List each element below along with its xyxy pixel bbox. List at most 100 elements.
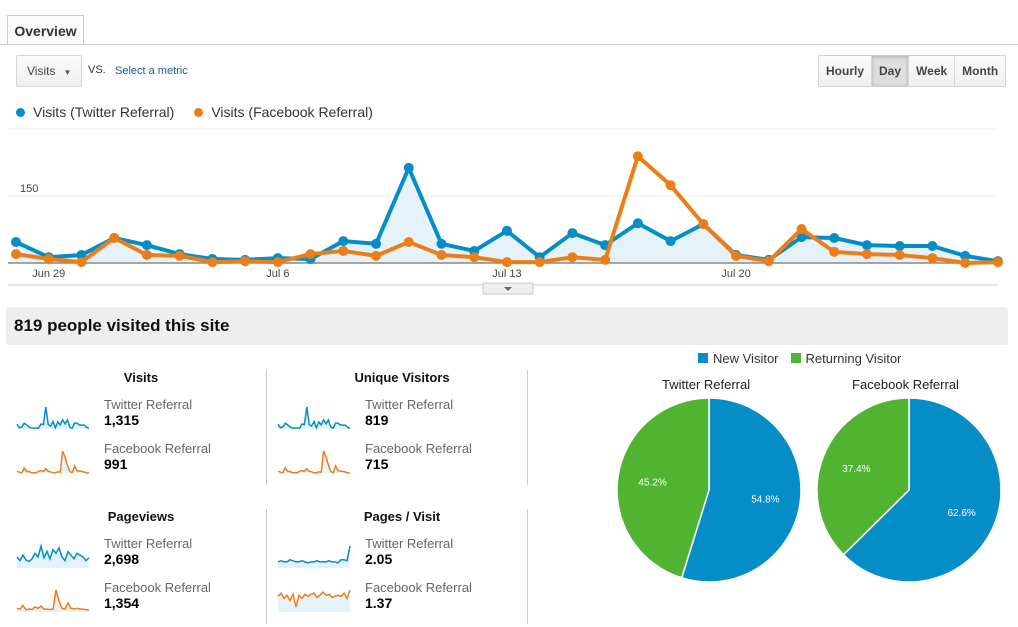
stat-label: Facebook Referral: [104, 441, 211, 456]
select-metric-link[interactable]: Select a metric: [115, 65, 188, 77]
data-point-facebook: [829, 246, 840, 257]
data-point-facebook: [207, 257, 218, 268]
pie-label-returning-visitor: 37.4%: [842, 464, 870, 475]
data-point-facebook: [403, 237, 414, 248]
y-tick-label: 150: [20, 183, 38, 195]
chevron-down-icon: [504, 287, 512, 291]
legend-label: Returning Visitor: [805, 351, 902, 366]
data-point-facebook: [992, 257, 1003, 268]
data-point-facebook: [501, 257, 512, 268]
line-chart: 150 300 Jun 29 Jul 6 Jul 13 Jul 20: [8, 125, 1003, 295]
sparkline-line: [277, 589, 351, 608]
stat-value: 1,354: [104, 595, 140, 611]
data-point-twitter: [960, 250, 971, 261]
stat-value: 715: [365, 456, 389, 472]
stat-label: Facebook Referral: [365, 441, 472, 456]
vs-label: VS.: [88, 64, 106, 76]
data-point-facebook: [861, 249, 872, 260]
sparkline-line: [277, 545, 351, 564]
legend-new-visitor[interactable]: New Visitor: [698, 351, 779, 366]
sparkline-area: [17, 546, 89, 568]
data-point-facebook: [436, 249, 447, 260]
tab-divider: [0, 44, 1018, 45]
stat-value: 2.05: [365, 551, 393, 567]
data-point-twitter: [894, 241, 905, 252]
data-point-facebook: [731, 250, 742, 261]
sparkline: [16, 450, 90, 474]
metric-dropdown[interactable]: Visits ▼: [16, 55, 82, 87]
x-tick-label: Jul 20: [721, 268, 750, 280]
pie-slice-returning-visitor: [816, 397, 910, 556]
day-button[interactable]: Day: [872, 56, 910, 86]
x-tick-label: Jun 29: [32, 268, 65, 280]
sparkline-area: [17, 407, 89, 429]
divider: [266, 370, 267, 485]
chart-legend: Visits (Twitter Referral) Visits (Facebo…: [16, 104, 373, 120]
data-point-facebook: [632, 151, 643, 162]
pie-slice-new-visitor: [842, 397, 1002, 583]
data-point-facebook: [338, 245, 349, 256]
stat-title: Visits: [123, 370, 159, 385]
sparkline-area: [278, 546, 350, 568]
stat-label: Twitter Referral: [104, 397, 193, 412]
stat-label: Twitter Referral: [365, 536, 454, 551]
pie-label-new-visitor: 62.6%: [947, 508, 975, 519]
stat-title: Unique Visitors: [354, 370, 450, 385]
data-point-twitter: [665, 236, 676, 247]
sparkline: [277, 450, 351, 474]
data-point-facebook: [796, 224, 807, 235]
stat-value: 1,315: [104, 412, 140, 428]
pie-charts: 54.8% 45.2% 62.6% 37.4%: [616, 397, 1002, 583]
data-point-facebook: [174, 250, 185, 261]
sparkline: [277, 589, 351, 612]
y-tick-label: 300: [20, 125, 38, 128]
data-point-facebook: [567, 252, 578, 263]
legend-twitter[interactable]: Visits (Twitter Referral): [16, 104, 174, 120]
divider: [527, 370, 528, 485]
sparkline: [16, 543, 90, 568]
legend-dot-icon: [194, 108, 204, 117]
tab-overview[interactable]: Overview: [7, 15, 84, 45]
week-button[interactable]: Week: [909, 56, 956, 86]
sparkline-line: [277, 406, 351, 430]
summary-banner: 819 people visited this site: [6, 307, 1008, 345]
data-point-facebook: [698, 219, 709, 230]
stat-visits: Visits Twitter Referral 1,315 Facebook Re…: [16, 370, 266, 474]
data-point-facebook: [76, 257, 87, 268]
divider: [527, 509, 528, 624]
month-button[interactable]: Month: [955, 56, 1006, 86]
legend-dot-icon: [16, 108, 25, 117]
data-point-twitter: [11, 237, 21, 248]
stat-unique-visitors: Unique Visitors Twitter Referral 819 Face…: [277, 370, 527, 474]
data-point-facebook: [43, 253, 54, 264]
legend-square-icon: [698, 353, 708, 363]
data-point-twitter: [632, 218, 643, 229]
stat-value: 2,698: [104, 551, 140, 567]
legend-label: Visits (Facebook Referral): [211, 104, 373, 120]
data-point-facebook: [960, 258, 971, 268]
legend-facebook[interactable]: Visits (Facebook Referral): [194, 104, 373, 120]
stat-pages-per-visit: Pages / Visit Twitter Referral 2.05 Faceb…: [277, 509, 527, 612]
data-point-twitter: [76, 249, 87, 260]
pie-title: Facebook Referral: [852, 377, 959, 392]
legend-returning-visitor[interactable]: Returning Visitor: [790, 351, 902, 366]
stat-value: 1.37: [365, 595, 393, 611]
sparkline-area: [278, 590, 350, 612]
data-point-twitter: [567, 228, 578, 239]
pie-slice-new-visitor: [680, 397, 802, 583]
sparkline-line: [277, 450, 351, 474]
x-tick-label: Jul 6: [266, 268, 289, 280]
data-point-facebook: [534, 257, 545, 268]
stat-label: Facebook Referral: [365, 580, 472, 595]
data-point-facebook: [600, 254, 611, 265]
sparkline-area: [278, 407, 350, 429]
data-point-facebook: [763, 256, 774, 267]
sparkline-area: [17, 451, 89, 473]
pie-label-returning-visitor: 45.2%: [638, 477, 666, 488]
pie-slice-returning-visitor: [616, 397, 710, 579]
sparkline-line: [16, 450, 90, 474]
pie-title: Twitter Referral: [662, 377, 751, 392]
sparkline: [16, 589, 90, 612]
hourly-button[interactable]: Hourly: [819, 56, 873, 86]
data-point-facebook: [927, 253, 938, 264]
